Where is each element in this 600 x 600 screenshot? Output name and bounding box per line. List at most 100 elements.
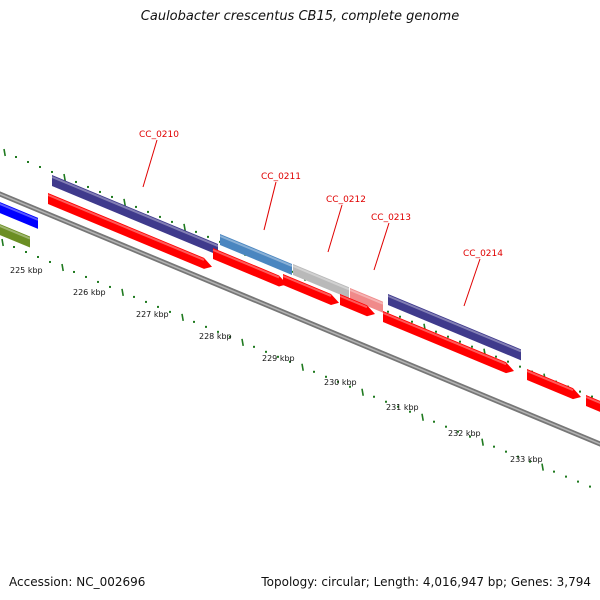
gene-label-leader — [327, 204, 343, 253]
tick-minor — [277, 355, 279, 358]
tick-minor — [553, 470, 555, 473]
tick-minor — [133, 295, 135, 298]
tick-minor — [99, 190, 101, 193]
tick-minor — [435, 330, 437, 333]
gene-CC_0214-shine — [387, 295, 522, 353]
tick-minor — [159, 215, 161, 218]
tick-minor — [205, 325, 207, 328]
tick-minor — [471, 345, 473, 348]
cds-arrow — [527, 369, 581, 400]
scale-tick-label: 226 kbp — [73, 288, 106, 297]
cds-arrow — [383, 311, 514, 374]
tick-minor — [589, 485, 591, 488]
tick-minor — [325, 375, 327, 378]
genome-summary-text: Topology: circular; Length: 4,016,947 bp… — [261, 575, 591, 589]
tick-major — [3, 148, 6, 157]
tick-minor — [399, 315, 401, 318]
tick-minor — [373, 395, 375, 398]
tick-minor — [85, 275, 87, 278]
tick-major — [121, 288, 124, 297]
scale-tick-label: 225 kbp — [10, 266, 43, 275]
tick-minor — [459, 340, 461, 343]
cds-arrow-shine — [212, 249, 280, 279]
gene-CC_0212 — [293, 264, 349, 299]
gene-labels: CC_0210 CC_0211 CC_0212 CC_0213 CC_0214 — [139, 130, 503, 307]
tick-minor — [25, 250, 27, 253]
gene-label: CC_0214 — [463, 249, 503, 259]
tick-minor — [529, 460, 531, 463]
tick-major — [361, 388, 364, 396]
tick-major — [241, 338, 244, 346]
gene-label: CC_0210 — [139, 130, 179, 140]
gene-label: CC_0212 — [326, 195, 366, 205]
tick-minor — [13, 245, 15, 248]
gene-CC_0212-shine — [292, 265, 350, 291]
scale-tick-label: 230 kbp — [324, 378, 357, 387]
gene-CC_0210-shine — [51, 176, 219, 247]
tick-minor — [253, 345, 255, 348]
accession-text: Accession: NC_002696 — [9, 575, 146, 589]
gene-left-blue — [0, 202, 38, 229]
backbone — [0, 191, 600, 447]
tick-minor — [289, 360, 291, 363]
tick-minor — [457, 430, 459, 433]
gene-CC_0210 — [52, 175, 218, 256]
tick-minor — [505, 450, 507, 453]
tick-minor — [591, 395, 593, 398]
cds-arrow-shine — [282, 275, 332, 297]
tick-major — [541, 463, 544, 471]
tick-major — [1, 238, 4, 247]
tick-major — [61, 263, 64, 272]
tick-minor — [519, 365, 521, 368]
tick-major — [181, 313, 184, 322]
scale-tick-label: 228 kbp — [199, 332, 232, 341]
tick-minor — [15, 155, 17, 158]
tick-minor — [411, 320, 413, 323]
cds-arrow — [586, 395, 600, 412]
cds-arrow — [283, 274, 339, 305]
tick-minor — [577, 480, 579, 483]
tick-minor — [75, 180, 77, 183]
tick-minor — [517, 455, 519, 458]
scale-tick-label: 233 kbp — [510, 455, 543, 464]
tick-minor — [313, 370, 315, 373]
tick-minor — [171, 220, 173, 223]
tick-major — [481, 438, 484, 446]
tick-minor — [409, 410, 411, 413]
tick-minor — [135, 205, 137, 208]
cds-arrow — [48, 193, 212, 269]
feature-tracks — [0, 175, 600, 412]
cds-arrow — [213, 248, 287, 287]
tick-minor — [111, 195, 113, 198]
gene-CC_0213-shine — [349, 289, 384, 305]
gene-label: CC_0213 — [371, 213, 411, 223]
scale-tick-label: 229 kbp — [262, 354, 295, 363]
tick-minor — [195, 230, 197, 233]
gene-label-leader — [263, 181, 277, 231]
genome-title: Caulobacter crescentus CB15, complete ge… — [140, 9, 460, 24]
tick-minor — [447, 335, 449, 338]
tick-minor — [387, 310, 389, 313]
gene-CC_0211 — [220, 234, 292, 275]
gene-label-leader — [373, 222, 390, 271]
tick-minor — [469, 435, 471, 438]
cds-arrow — [340, 294, 375, 317]
tick-minor — [169, 310, 171, 313]
tick-minor — [109, 285, 111, 288]
tick-minor — [145, 300, 147, 303]
scale-tick-label: 232 kbp — [448, 429, 481, 438]
tick-minor — [349, 385, 351, 388]
gene-CC_0211-shine — [219, 235, 293, 267]
gene-label-leader — [142, 139, 158, 188]
cds-arrow-shine — [585, 396, 600, 404]
tick-major — [301, 363, 304, 371]
cds-arrow-shine — [339, 295, 368, 309]
tick-minor — [565, 475, 567, 478]
tick-minor — [193, 320, 195, 323]
tick-minor — [229, 335, 231, 338]
cds-arrow-shine — [47, 194, 205, 261]
tick-minor — [507, 360, 509, 363]
tick-minor — [265, 350, 267, 353]
tick-major — [421, 413, 424, 421]
